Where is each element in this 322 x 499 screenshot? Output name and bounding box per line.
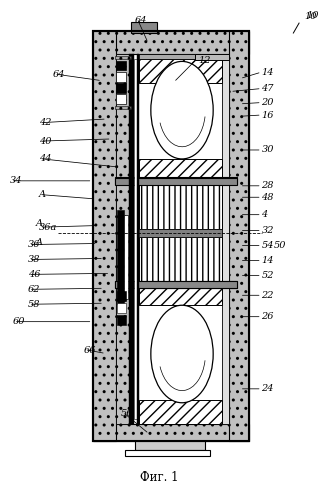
Bar bbox=[139, 54, 222, 59]
Bar bbox=[93, 30, 249, 441]
Text: A: A bbox=[39, 190, 46, 199]
Circle shape bbox=[151, 305, 213, 403]
Bar bbox=[139, 281, 222, 305]
Bar bbox=[128, 54, 134, 424]
Bar bbox=[115, 281, 237, 288]
Bar bbox=[93, 30, 249, 54]
Bar bbox=[132, 281, 229, 287]
Text: 38: 38 bbox=[28, 255, 40, 264]
Bar bbox=[115, 177, 237, 184]
Bar bbox=[93, 30, 116, 441]
Bar bbox=[117, 72, 126, 81]
Text: 50: 50 bbox=[274, 241, 287, 250]
Text: 12: 12 bbox=[198, 56, 210, 65]
Bar bbox=[117, 315, 126, 325]
Text: 16: 16 bbox=[261, 111, 274, 120]
Text: 48: 48 bbox=[261, 193, 274, 202]
Bar bbox=[139, 400, 222, 424]
Text: 44: 44 bbox=[39, 154, 52, 164]
Text: 20: 20 bbox=[261, 98, 274, 107]
Text: 30: 30 bbox=[261, 146, 274, 155]
Text: 54: 54 bbox=[261, 241, 274, 250]
Text: 42: 42 bbox=[39, 118, 52, 127]
Text: 28: 28 bbox=[261, 181, 274, 190]
Bar bbox=[135, 441, 205, 450]
Bar bbox=[115, 106, 131, 109]
Text: A: A bbox=[35, 219, 43, 228]
Text: 62: 62 bbox=[28, 285, 40, 294]
Bar bbox=[124, 215, 128, 299]
Text: 24: 24 bbox=[261, 384, 274, 393]
Text: 14: 14 bbox=[261, 68, 274, 77]
Bar bbox=[139, 237, 222, 281]
Text: 10: 10 bbox=[306, 11, 318, 20]
Bar bbox=[93, 30, 249, 441]
Bar bbox=[139, 159, 222, 184]
Text: 58: 58 bbox=[28, 300, 40, 309]
Bar bbox=[125, 450, 210, 456]
Bar bbox=[139, 59, 222, 83]
Text: 56: 56 bbox=[121, 409, 133, 418]
Bar bbox=[139, 229, 222, 237]
Text: 66: 66 bbox=[83, 345, 96, 354]
Bar bbox=[134, 59, 137, 419]
Bar bbox=[117, 61, 126, 70]
Text: 64: 64 bbox=[134, 16, 147, 25]
Bar bbox=[116, 54, 128, 424]
Text: 47: 47 bbox=[261, 84, 274, 93]
Text: 34: 34 bbox=[10, 176, 22, 185]
Bar bbox=[115, 281, 237, 288]
Text: A: A bbox=[35, 238, 43, 247]
Bar bbox=[115, 178, 237, 185]
Bar bbox=[195, 54, 229, 60]
Text: 22: 22 bbox=[261, 291, 274, 300]
Text: 60: 60 bbox=[13, 317, 25, 326]
Text: 46: 46 bbox=[28, 270, 40, 279]
Text: 26: 26 bbox=[261, 312, 274, 321]
Bar bbox=[222, 54, 229, 424]
Bar bbox=[115, 56, 131, 59]
Text: 64: 64 bbox=[53, 70, 66, 79]
Text: Фиг. 1: Фиг. 1 bbox=[140, 472, 179, 485]
Bar bbox=[131, 21, 156, 32]
Bar bbox=[117, 303, 126, 313]
Text: 36a: 36a bbox=[39, 223, 57, 232]
Circle shape bbox=[151, 61, 213, 159]
Text: 32: 32 bbox=[261, 226, 274, 235]
Bar bbox=[117, 291, 126, 301]
Text: 52: 52 bbox=[261, 271, 274, 280]
Bar bbox=[117, 94, 126, 104]
Bar bbox=[117, 83, 126, 93]
Text: 40: 40 bbox=[39, 137, 52, 146]
Text: 4: 4 bbox=[261, 210, 268, 219]
Bar bbox=[117, 210, 124, 304]
Bar bbox=[229, 30, 249, 441]
Bar bbox=[139, 184, 222, 229]
Bar bbox=[93, 424, 249, 441]
Text: 10: 10 bbox=[305, 12, 317, 21]
Bar bbox=[137, 54, 139, 424]
Bar bbox=[132, 178, 229, 184]
Text: 14: 14 bbox=[261, 256, 274, 265]
Text: 36: 36 bbox=[28, 240, 40, 249]
